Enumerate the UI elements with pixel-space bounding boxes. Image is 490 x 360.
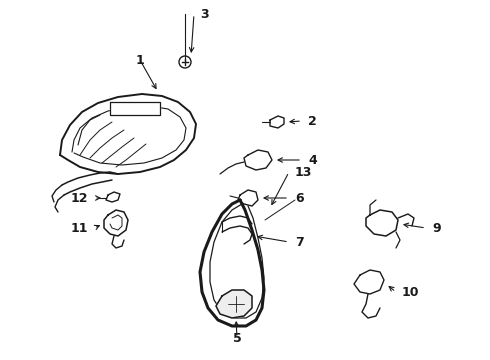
Text: 7: 7 (295, 235, 304, 248)
Text: 13: 13 (295, 166, 313, 179)
Text: 6: 6 (295, 192, 304, 204)
Polygon shape (216, 290, 252, 318)
Text: 2: 2 (308, 114, 317, 127)
Text: 3: 3 (200, 8, 209, 21)
Polygon shape (110, 102, 160, 115)
Text: 1: 1 (136, 54, 145, 67)
Text: 11: 11 (71, 221, 88, 234)
Text: 9: 9 (432, 221, 441, 234)
Text: 4: 4 (308, 153, 317, 166)
Text: 5: 5 (233, 332, 242, 345)
Text: 12: 12 (71, 192, 88, 204)
Text: 10: 10 (402, 285, 419, 298)
